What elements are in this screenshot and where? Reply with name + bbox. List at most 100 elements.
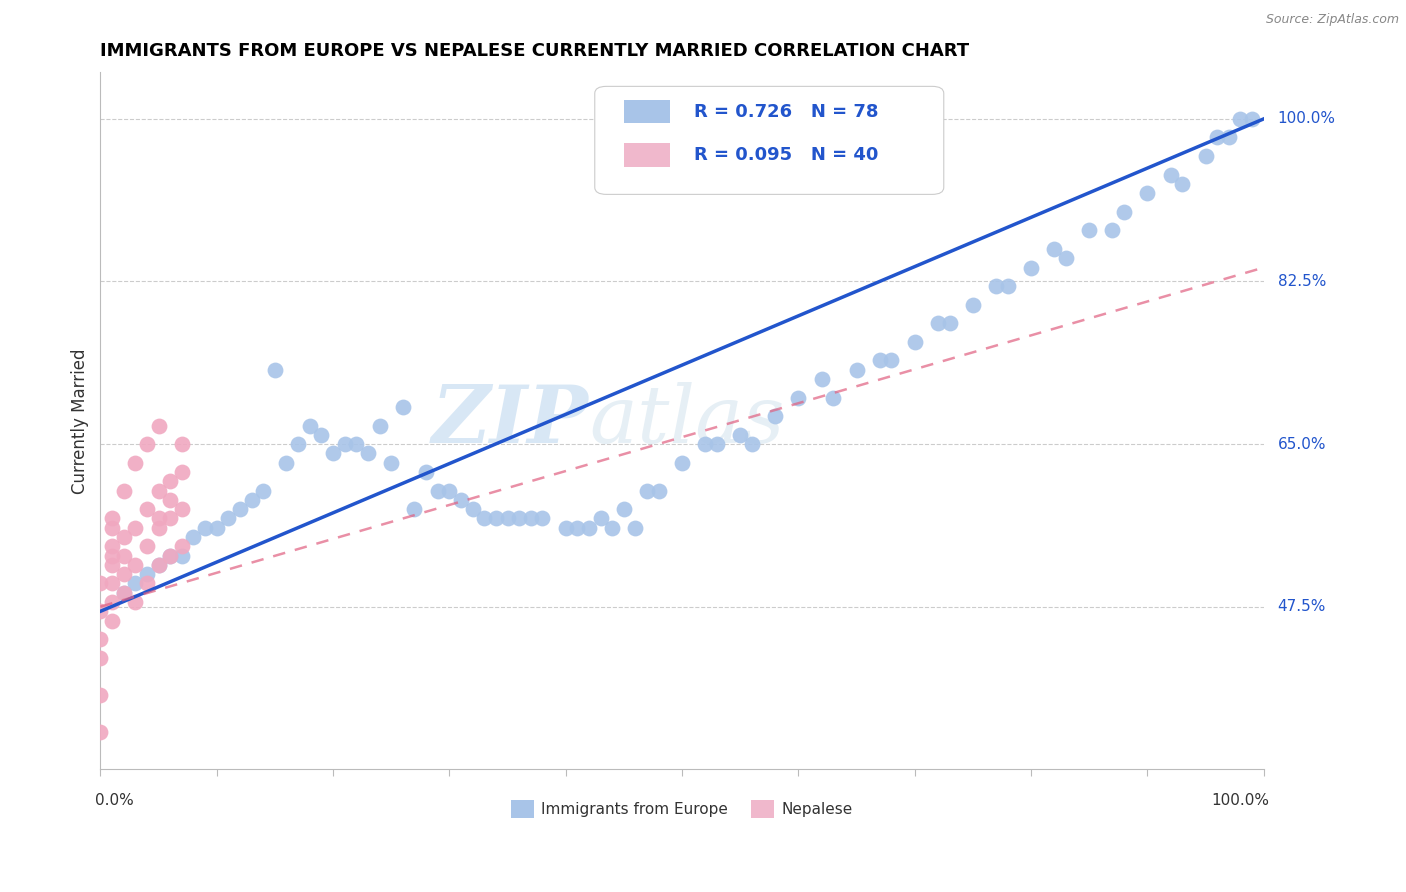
Point [624, 521, 647, 535]
Text: Source: ZipAtlas.com: Source: ZipAtlas.com [1265, 13, 1399, 27]
Point [276, 456, 298, 470]
Point [845, 363, 868, 377]
Point [1019, 260, 1042, 275]
Point [135, 567, 157, 582]
Point [159, 475, 181, 489]
Point [485, 511, 508, 525]
Point [263, 363, 285, 377]
Point [170, 549, 193, 563]
Point [159, 549, 181, 563]
Point [1241, 112, 1264, 126]
Point [101, 521, 124, 535]
Point [170, 539, 193, 553]
Point [135, 539, 157, 553]
Point [194, 521, 217, 535]
Point [1043, 242, 1066, 256]
Point [322, 446, 344, 460]
Point [962, 298, 984, 312]
Point [554, 521, 576, 535]
Point [380, 456, 402, 470]
Point [787, 391, 810, 405]
Point [613, 502, 636, 516]
Text: 82.5%: 82.5% [1278, 274, 1326, 289]
Point [101, 549, 124, 563]
Point [1054, 252, 1077, 266]
Point [763, 409, 786, 424]
Point [252, 483, 274, 498]
Point [148, 558, 170, 572]
Point [112, 586, 135, 600]
Point [1101, 223, 1123, 237]
Point [159, 492, 181, 507]
Text: ZIP: ZIP [432, 382, 589, 459]
Point [508, 511, 530, 525]
Legend: Immigrants from Europe, Nepalese: Immigrants from Europe, Nepalese [505, 794, 859, 824]
Point [229, 502, 252, 516]
Point [148, 521, 170, 535]
Point [159, 511, 181, 525]
Point [101, 539, 124, 553]
Point [135, 437, 157, 451]
Point [671, 456, 693, 470]
Point [101, 614, 124, 628]
Point [240, 492, 263, 507]
Point [101, 558, 124, 572]
Point [148, 418, 170, 433]
Point [217, 511, 239, 525]
Point [636, 483, 658, 498]
Point [183, 530, 205, 544]
Point [170, 502, 193, 516]
Text: 47.5%: 47.5% [1278, 599, 1326, 615]
Point [810, 372, 832, 386]
Point [298, 418, 321, 433]
Point [904, 334, 927, 349]
Point [205, 521, 228, 535]
Point [148, 558, 170, 572]
Point [567, 521, 589, 535]
FancyBboxPatch shape [595, 87, 943, 194]
Point [101, 576, 124, 591]
Text: 65.0%: 65.0% [1278, 436, 1326, 451]
Point [1078, 223, 1101, 237]
Point [124, 456, 146, 470]
Point [135, 502, 157, 516]
Point [124, 576, 146, 591]
Point [600, 521, 623, 535]
Point [89, 604, 111, 618]
Point [112, 483, 135, 498]
Text: 0.0%: 0.0% [94, 792, 134, 807]
Point [368, 418, 391, 433]
Point [531, 511, 554, 525]
Point [89, 688, 111, 702]
Point [333, 437, 356, 451]
Text: IMMIGRANTS FROM EUROPE VS NEPALESE CURRENTLY MARRIED CORRELATION CHART: IMMIGRANTS FROM EUROPE VS NEPALESE CURRE… [100, 42, 970, 60]
Point [89, 632, 111, 647]
Point [1229, 112, 1251, 126]
Point [135, 576, 157, 591]
Point [823, 391, 845, 405]
Point [997, 279, 1019, 293]
FancyBboxPatch shape [624, 100, 671, 123]
Point [880, 353, 903, 368]
Point [1171, 177, 1194, 191]
Point [124, 558, 146, 572]
Point [869, 353, 891, 368]
Point [728, 427, 751, 442]
FancyBboxPatch shape [624, 143, 671, 167]
Point [148, 483, 170, 498]
Point [450, 492, 472, 507]
Point [1136, 186, 1159, 201]
Text: R = 0.726   N = 78: R = 0.726 N = 78 [693, 103, 879, 120]
Point [938, 316, 960, 330]
Point [112, 586, 135, 600]
Point [112, 549, 135, 563]
Point [124, 595, 146, 609]
Point [112, 530, 135, 544]
Point [415, 465, 437, 479]
Point [112, 567, 135, 582]
Point [124, 521, 146, 535]
Point [357, 446, 380, 460]
Text: atlas: atlas [589, 382, 785, 459]
Point [695, 437, 717, 451]
Point [496, 511, 519, 525]
